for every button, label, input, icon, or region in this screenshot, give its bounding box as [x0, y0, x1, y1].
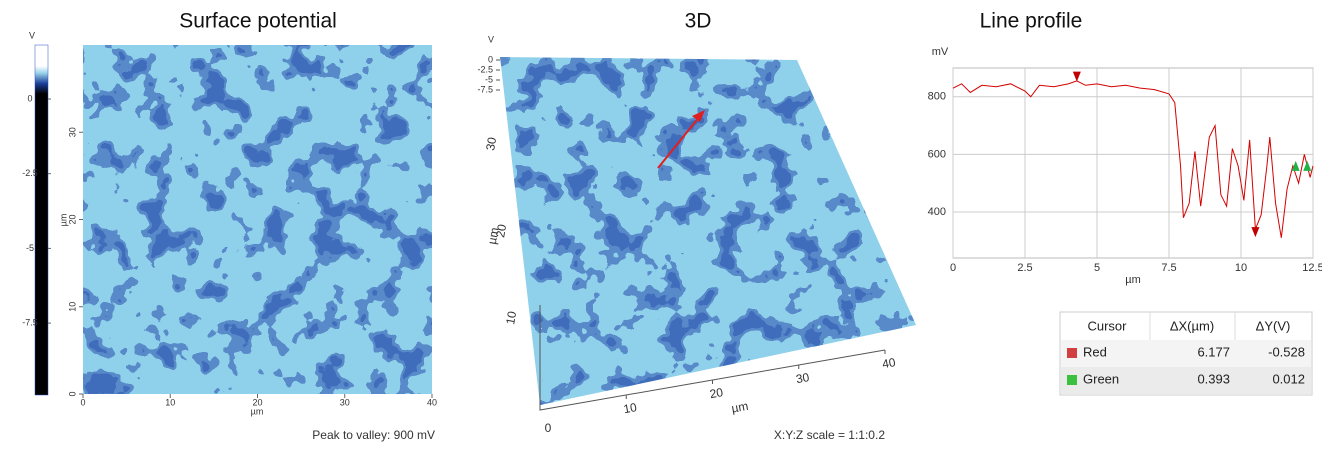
y-label: mV — [932, 46, 949, 58]
cursor-marker — [1251, 227, 1260, 238]
swatch — [1067, 375, 1077, 385]
y-label: µm — [58, 214, 68, 227]
table-cell: -0.528 — [1268, 344, 1305, 359]
x-tick-label: 10 — [622, 400, 638, 416]
z-tick-label: -5 — [485, 74, 493, 84]
colorbar — [34, 44, 49, 396]
y-tick-label: 30 — [67, 127, 77, 137]
table-cell: 0.012 — [1272, 371, 1305, 386]
table-header: Cursor — [1087, 318, 1127, 333]
x-tick-label: 10 — [1235, 262, 1247, 274]
x-tick-label: 40 — [427, 397, 437, 407]
footer: Peak to valley: 900 mV — [312, 428, 435, 442]
map-3d-texture — [500, 57, 916, 405]
y-tick-label: 20 — [493, 223, 509, 239]
y-tick-label: 10 — [67, 302, 77, 312]
table-row — [1061, 340, 1311, 367]
table-cell: Red — [1083, 344, 1107, 359]
colorbar-tick-label: -7.5 — [22, 317, 38, 327]
origin-label: 0 — [545, 421, 552, 435]
y-tick-label: 400 — [928, 206, 946, 218]
x-tick-label: 0 — [950, 262, 956, 274]
cursor-marker — [1291, 160, 1300, 171]
cursor-marker — [1072, 71, 1081, 82]
table-cell: 6.177 — [1197, 344, 1230, 359]
y-tick-label: 600 — [928, 148, 946, 160]
swatch — [1067, 348, 1077, 358]
x-tick-label: 0 — [80, 397, 85, 407]
map-3d — [500, 57, 916, 405]
profile-arrow — [657, 115, 701, 169]
x-tick-label: 10 — [165, 397, 175, 407]
axis-3d — [539, 305, 886, 411]
y-tick-label: 0 — [67, 391, 77, 396]
unit: V — [29, 30, 35, 40]
potential-map-texture — [83, 45, 432, 394]
footer: X:Y:Z scale = 1:1:0.2 — [774, 428, 885, 442]
table-header: ΔX(µm) — [1170, 318, 1214, 333]
table-cell: Green — [1083, 371, 1119, 386]
y-tick-label: 20 — [67, 214, 77, 224]
x-tick-label: 20 — [709, 385, 725, 401]
z-tick-label: -2.5 — [477, 64, 493, 74]
x-label: µm — [730, 399, 749, 416]
x-tick-label: 2.5 — [1017, 262, 1032, 274]
y-label: µm — [485, 226, 502, 245]
x-tick-label: 7.5 — [1161, 262, 1176, 274]
table-header: ΔY(V) — [1256, 318, 1291, 333]
title: Surface potential — [179, 10, 337, 33]
profile-line — [952, 80, 1314, 238]
y-tick-label: 800 — [928, 91, 946, 103]
colorbar-tick-label: -2.5 — [22, 168, 38, 178]
z-tick-label: -7.5 — [477, 84, 493, 94]
x-label: µm — [1125, 274, 1141, 286]
cursor-marker — [1303, 160, 1312, 171]
unit: V — [488, 34, 494, 44]
z-tick-label: 0 — [488, 54, 493, 64]
x-tick-label: 12.5 — [1302, 262, 1322, 274]
colorbar-tick-label: 0 — [27, 93, 32, 103]
x-tick-label: 20 — [252, 397, 262, 407]
x-tick-label: 30 — [340, 397, 350, 407]
title: 3D — [685, 10, 712, 33]
colorbar-tick-label: -5 — [26, 243, 34, 253]
table-cell: 0.393 — [1197, 371, 1230, 386]
x-tick-label: 5 — [1094, 262, 1100, 274]
y-tick-label: 10 — [503, 310, 519, 326]
table-row — [1061, 367, 1311, 394]
x-tick-label: 40 — [881, 355, 897, 371]
x-tick-label: 30 — [795, 370, 811, 386]
x-label: µm — [251, 406, 264, 416]
title: Line profile — [980, 10, 1083, 33]
arrow-head — [692, 110, 705, 122]
y-tick-label: 30 — [483, 136, 499, 152]
